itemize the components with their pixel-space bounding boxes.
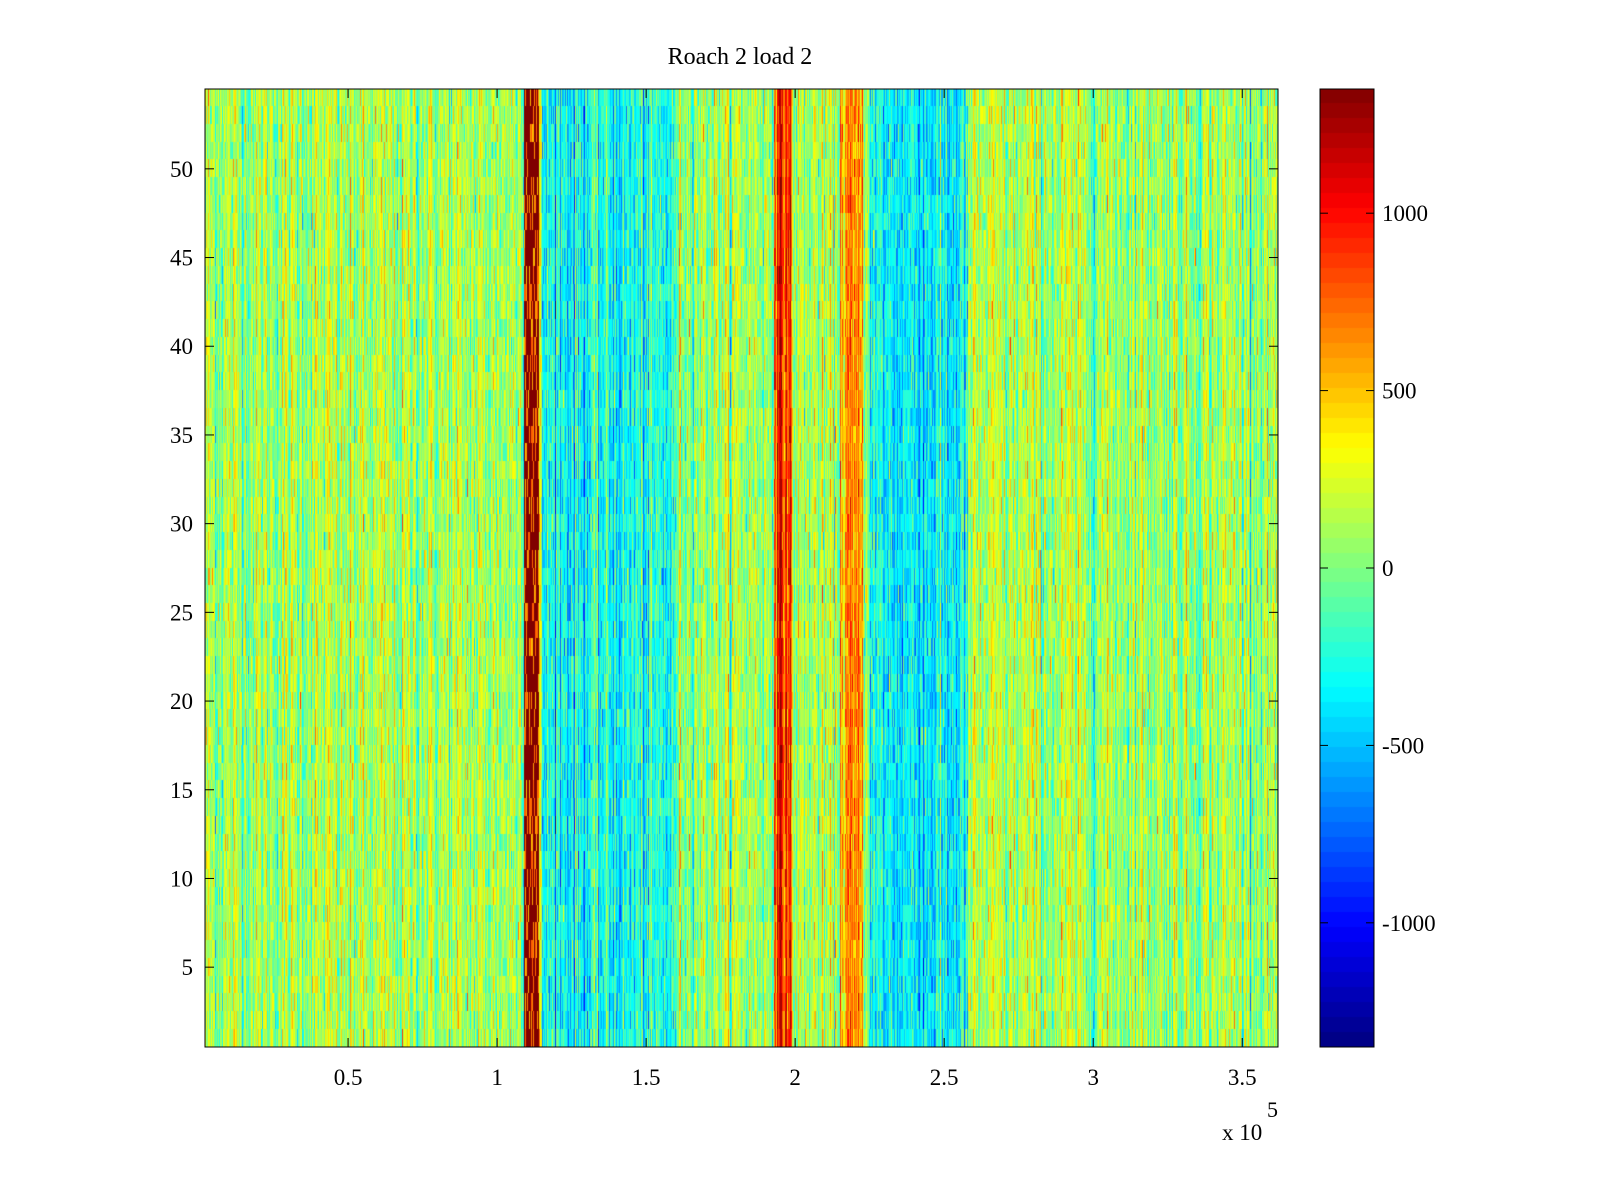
colorbar-tick-label: 500 — [1382, 379, 1417, 404]
x-tick-label: 2 — [789, 1065, 801, 1090]
colorbar-tick-label: -1000 — [1382, 911, 1436, 936]
y-tick-label: 45 — [170, 246, 193, 271]
colorbar-axis: 1000 500 0 -500 -1000 — [1320, 201, 1436, 936]
x-tick-label: 0.5 — [334, 1065, 363, 1090]
x-tick-label: 1 — [491, 1065, 503, 1090]
x-multiplier-exponent: 5 — [1267, 1097, 1278, 1122]
y-tick-label: 30 — [170, 512, 193, 537]
y-tick-label: 25 — [170, 600, 193, 625]
y-tick-label: 40 — [170, 334, 193, 359]
colorbar-holder — [1320, 89, 1374, 1047]
colorbar-tick-label: -500 — [1382, 733, 1424, 758]
heatmap-image — [205, 89, 1278, 1047]
colorbar-image — [1320, 89, 1374, 1047]
heatmap-image-holder — [205, 89, 1278, 1047]
y-tick-label: 10 — [170, 866, 193, 891]
y-axis: 5 10 15 20 25 30 35 40 45 50 — [170, 157, 1278, 980]
x-tick-label: 3.5 — [1228, 1065, 1257, 1090]
y-tick-label: 15 — [170, 778, 193, 803]
x-axis: 0.5 1 1.5 2 2.5 3 3.5 — [334, 89, 1257, 1090]
y-tick-label: 50 — [170, 157, 193, 182]
colorbar-tick-label: 1000 — [1382, 201, 1428, 226]
colorbar-tick-label: 0 — [1382, 556, 1394, 581]
x-tick-label: 2.5 — [930, 1065, 959, 1090]
plot-frame — [204, 88, 1279, 1048]
x-multiplier-label: x 10 — [1222, 1120, 1262, 1145]
y-tick-label: 5 — [182, 955, 194, 980]
y-tick-label: 20 — [170, 689, 193, 714]
y-tick-label: 35 — [170, 423, 193, 448]
x-tick-label: 3 — [1087, 1065, 1099, 1090]
x-tick-label: 1.5 — [632, 1065, 661, 1090]
chart-title: Roach 2 load 2 — [668, 44, 813, 70]
